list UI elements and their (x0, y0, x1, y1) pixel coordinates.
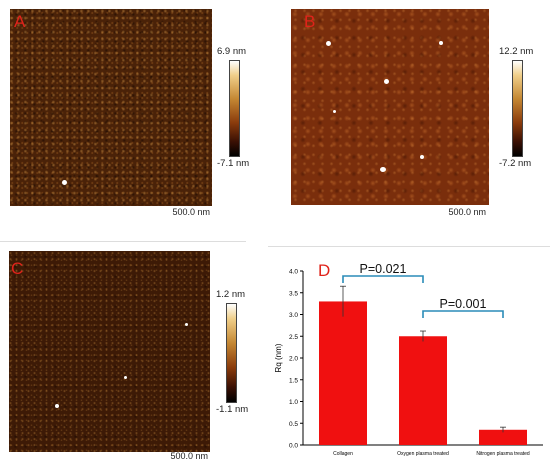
surface-particle (124, 376, 127, 379)
surface-particle (420, 155, 424, 159)
y-tick-label: 2.5 (289, 334, 298, 341)
y-tick-label: 2.0 (289, 356, 298, 363)
scale-label-a: 500.0 nm (172, 207, 210, 217)
scale-label-c: 500.0 nm (170, 451, 208, 461)
colorbar-min-b: -7.2 nm (499, 158, 532, 169)
colorbar-max-a: 6.9 nm (217, 46, 247, 57)
significance-bracket (422, 310, 504, 318)
afm-panel-a: A 500.0 nm 6.9 nm -7.1 nm (0, 0, 262, 218)
afm-image-a (10, 9, 212, 206)
surface-particle (62, 180, 67, 185)
significance-bracket (342, 275, 424, 283)
x-tick-label: Oxygen plasma treated (397, 451, 449, 457)
afm-panel-c: C 500.0 nm 1.2 nm -1.1 nm (0, 238, 262, 463)
p-value-label: P=0.001 (440, 297, 487, 311)
x-tick-label: Nitrogen plasma treated (476, 451, 530, 457)
colorbar-min-a: -7.1 nm (217, 158, 250, 169)
bar-2 (479, 429, 527, 445)
surface-particle (55, 404, 59, 408)
chart-annotations: P=0.021 P=0.001 (342, 262, 504, 318)
colorbar-max-b: 12.2 nm (499, 46, 534, 57)
afm-image-b (291, 9, 489, 205)
colorbar-max-c: 1.2 nm (216, 289, 246, 300)
p-value-label: P=0.021 (360, 262, 407, 276)
bar-1 (399, 336, 447, 445)
scale-label-b: 500.0 nm (448, 207, 486, 217)
y-tick-label: 1.5 (289, 377, 298, 384)
colorbar-c (226, 303, 237, 403)
surface-particle (384, 79, 389, 84)
rq-bar-chart: 0.0 0.5 1.0 1.5 2.0 2.5 3.0 3.5 4.0 Rq (nm) Collag… (274, 262, 543, 457)
x-tick-label: Collagen (333, 451, 353, 457)
surface-particle (439, 41, 443, 45)
y-tick-label: 1.0 (289, 399, 298, 406)
y-tick-label: 0.5 (289, 421, 298, 428)
y-tick-label: 3.0 (289, 312, 298, 319)
afm-image-c (9, 251, 210, 452)
afm-panel-b: B 500.0 nm 12.2 nm -7.2 nm (286, 0, 550, 218)
panel-letter-a: A (14, 12, 26, 31)
panel-letter-b: B (304, 12, 316, 31)
chart-bars (319, 285, 527, 445)
y-tick-label: 4.0 (289, 269, 298, 276)
y-tick-label: 0.0 (289, 443, 298, 450)
chart-panel-d: 0.0 0.5 1.0 1.5 2.0 2.5 3.0 3.5 4.0 Rq (nm) Collag… (268, 246, 550, 463)
colorbar-b (512, 60, 523, 157)
colorbar-a (229, 60, 240, 157)
y-tick-label: 3.5 (289, 290, 298, 297)
bar-0 (319, 301, 367, 445)
panel-divider (0, 241, 246, 242)
panel-divider (268, 246, 550, 247)
colorbar-min-c: -1.1 nm (216, 404, 249, 415)
surface-particle (333, 110, 336, 113)
surface-particle (185, 323, 188, 326)
surface-particle (380, 167, 386, 172)
panel-letter-c: C (11, 259, 24, 278)
y-axis-label: Rq (nm) (274, 343, 283, 372)
surface-particle (326, 41, 331, 46)
panel-letter-d: D (318, 261, 331, 280)
